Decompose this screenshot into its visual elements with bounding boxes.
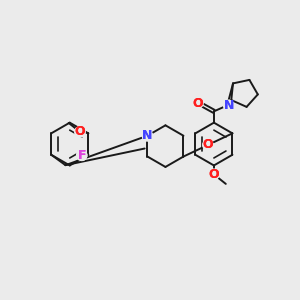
Circle shape bbox=[75, 127, 85, 137]
Circle shape bbox=[209, 169, 219, 179]
Text: O: O bbox=[75, 125, 85, 138]
Circle shape bbox=[203, 140, 213, 150]
Text: O: O bbox=[208, 168, 219, 181]
Text: O: O bbox=[202, 138, 213, 152]
Text: O: O bbox=[193, 97, 203, 110]
Circle shape bbox=[77, 150, 87, 161]
Circle shape bbox=[209, 169, 219, 179]
Circle shape bbox=[77, 150, 87, 161]
Circle shape bbox=[75, 127, 85, 137]
Text: O: O bbox=[202, 138, 213, 152]
Circle shape bbox=[193, 98, 203, 108]
Circle shape bbox=[142, 131, 152, 141]
Circle shape bbox=[142, 131, 152, 141]
Circle shape bbox=[224, 100, 234, 110]
Circle shape bbox=[193, 98, 203, 108]
Text: F: F bbox=[77, 149, 86, 162]
Text: N: N bbox=[224, 99, 234, 112]
Circle shape bbox=[203, 140, 213, 150]
Text: F: F bbox=[77, 149, 86, 162]
Text: N: N bbox=[224, 99, 234, 112]
Text: O: O bbox=[208, 168, 219, 181]
Text: N: N bbox=[142, 129, 153, 142]
Text: N: N bbox=[142, 129, 153, 142]
Text: O: O bbox=[193, 97, 203, 110]
Circle shape bbox=[224, 100, 234, 110]
Text: O: O bbox=[75, 125, 85, 138]
